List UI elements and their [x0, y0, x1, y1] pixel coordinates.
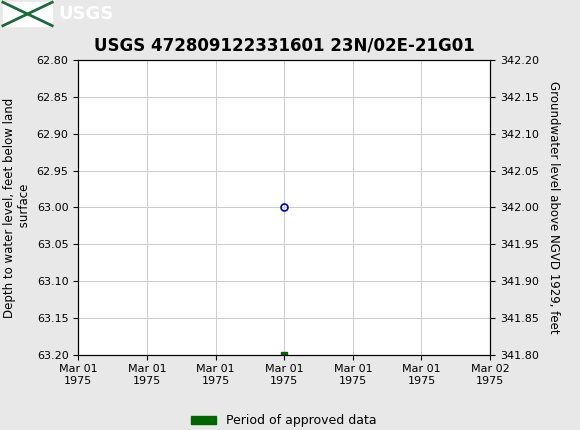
Legend: Period of approved data: Period of approved data [186, 409, 382, 430]
Text: USGS: USGS [58, 5, 113, 23]
Y-axis label: Depth to water level, feet below land
 surface: Depth to water level, feet below land su… [3, 97, 31, 318]
Title: USGS 472809122331601 23N/02E-21G01: USGS 472809122331601 23N/02E-21G01 [94, 37, 474, 55]
Bar [3, 2, 52, 26]
Y-axis label: Groundwater level above NGVD 1929, feet: Groundwater level above NGVD 1929, feet [547, 81, 560, 334]
